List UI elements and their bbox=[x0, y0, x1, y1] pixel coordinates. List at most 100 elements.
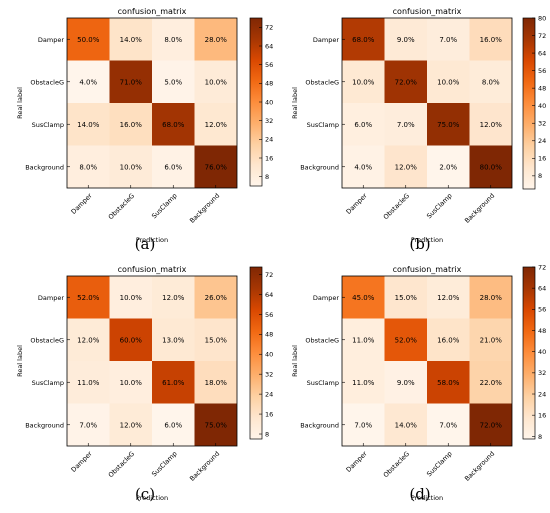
cell-value-label: 80.0% bbox=[480, 163, 503, 171]
colorbar-tick-label: 72 bbox=[265, 24, 273, 32]
heatmap-cell bbox=[469, 361, 512, 404]
cell-value-label: 71.0% bbox=[120, 78, 143, 86]
cell-value-label: 14.0% bbox=[77, 121, 100, 129]
cell-value-label: 52.0% bbox=[395, 336, 418, 344]
y-tick-label: Damper bbox=[313, 36, 339, 44]
heatmap-cell bbox=[152, 145, 195, 188]
cell-value-label: 12.0% bbox=[437, 294, 460, 302]
heatmap-cell bbox=[194, 145, 237, 188]
heatmap-cell bbox=[67, 403, 110, 446]
cell-value-label: 4.0% bbox=[79, 78, 97, 86]
heatmap-cell bbox=[152, 103, 195, 146]
cell-value-label: 12.0% bbox=[480, 121, 503, 129]
subfigure-caption: (d) bbox=[409, 485, 430, 503]
x-axis-label: Prediction bbox=[136, 236, 168, 244]
heatmap-cell bbox=[384, 60, 427, 103]
x-tick-label: Background bbox=[463, 450, 496, 483]
cell-value-label: 13.0% bbox=[162, 336, 185, 344]
plot-frame bbox=[341, 17, 513, 189]
heatmap-cell bbox=[194, 60, 237, 103]
cell-value-label: 26.0% bbox=[205, 294, 228, 302]
cell-value-label: 12.0% bbox=[205, 121, 228, 129]
heatmap-cell bbox=[67, 276, 110, 319]
cell-value-label: 10.0% bbox=[205, 78, 228, 86]
heatmap-cell bbox=[109, 361, 152, 404]
cell-value-label: 2.0% bbox=[439, 163, 457, 171]
heatmap-cell bbox=[152, 318, 195, 361]
cell-value-label: 11.0% bbox=[352, 379, 375, 387]
heatmap-cell bbox=[67, 145, 110, 188]
heatmap-cell bbox=[469, 103, 512, 146]
colorbar-tick-label: 8 bbox=[538, 172, 542, 180]
x-tick-label: Background bbox=[463, 192, 496, 225]
cell-value-label: 7.0% bbox=[354, 421, 372, 429]
x-tick-label: ObstacleG bbox=[107, 450, 136, 479]
colorbar-tick-label: 24 bbox=[538, 137, 546, 145]
colorbar-tick-label: 48 bbox=[265, 80, 273, 88]
cell-value-label: 6.0% bbox=[164, 421, 182, 429]
colorbar-tick-label: 8 bbox=[265, 173, 269, 181]
y-axis-label: Real label bbox=[291, 345, 299, 377]
plot-frame bbox=[66, 17, 238, 189]
cell-value-label: 11.0% bbox=[77, 379, 100, 387]
x-tick-label: ObstacleG bbox=[382, 450, 411, 479]
heatmap-cell bbox=[469, 60, 512, 103]
heatmap-cell bbox=[469, 403, 512, 446]
cell-value-label: 8.0% bbox=[164, 36, 182, 44]
heatmap-cell bbox=[109, 18, 152, 61]
cell-value-label: 72.0% bbox=[480, 421, 503, 429]
heatmap-cell bbox=[194, 361, 237, 404]
heatmap-cell bbox=[109, 276, 152, 319]
heatmap-cell bbox=[469, 18, 512, 61]
heatmap-cell bbox=[384, 403, 427, 446]
colorbar-tick-label: 8 bbox=[538, 433, 542, 441]
heatmap-cell bbox=[469, 276, 512, 319]
cell-value-label: 16.0% bbox=[437, 336, 460, 344]
colorbar-tick-label: 48 bbox=[265, 331, 273, 339]
heatmap-cell bbox=[109, 145, 152, 188]
cell-value-label: 15.0% bbox=[205, 336, 228, 344]
cell-value-label: 12.0% bbox=[77, 336, 100, 344]
plot-frame bbox=[341, 275, 513, 447]
cell-value-label: 9.0% bbox=[397, 379, 415, 387]
cell-value-label: 76.0% bbox=[205, 163, 228, 171]
x-tick-label: Damper bbox=[70, 192, 94, 216]
cell-value-label: 68.0% bbox=[162, 121, 185, 129]
y-tick-label: ObstacleG bbox=[30, 78, 64, 86]
heatmap-cell bbox=[194, 318, 237, 361]
confusion-matrix-panel-3: 52.0% 10.0% 12.0% 26.0% 12.0% 60.0% 13.0% 15.0%… bbox=[16, 265, 273, 503]
cell-value-label: 52.0% bbox=[77, 294, 100, 302]
heatmap-cell bbox=[152, 361, 195, 404]
cell-value-label: 15.0% bbox=[395, 294, 418, 302]
chart-title: confusion_matrix bbox=[393, 7, 462, 16]
cell-value-label: 28.0% bbox=[480, 294, 503, 302]
heatmap-cell bbox=[194, 403, 237, 446]
cell-value-label: 45.0% bbox=[352, 294, 375, 302]
heatmap-cell bbox=[384, 103, 427, 146]
x-tick-label: ObstacleG bbox=[382, 192, 411, 221]
cell-value-label: 7.0% bbox=[439, 421, 457, 429]
heatmap-cell bbox=[152, 403, 195, 446]
heatmap-cell bbox=[67, 103, 110, 146]
heatmap-cell bbox=[342, 361, 385, 404]
x-tick-label: ObstacleG bbox=[107, 192, 136, 221]
subfigure-caption: (c) bbox=[135, 485, 155, 503]
heatmap-cell bbox=[109, 60, 152, 103]
cell-value-label: 14.0% bbox=[120, 36, 143, 44]
y-tick-label: Background bbox=[25, 421, 64, 429]
heatmap-cell bbox=[384, 145, 427, 188]
heatmap-cell bbox=[342, 60, 385, 103]
heatmap-cell bbox=[67, 60, 110, 103]
y-tick-label: Background bbox=[300, 163, 339, 171]
heatmap-cell bbox=[427, 403, 470, 446]
y-tick-label: SusClamp bbox=[32, 121, 64, 129]
heatmap-cell bbox=[427, 145, 470, 188]
x-tick-label: Damper bbox=[345, 192, 369, 216]
cell-value-label: 12.0% bbox=[162, 294, 185, 302]
y-tick-label: SusClamp bbox=[307, 379, 339, 387]
cell-value-label: 16.0% bbox=[120, 121, 143, 129]
colorbar-tick-label: 72 bbox=[538, 263, 546, 271]
heatmap-cell bbox=[384, 276, 427, 319]
x-tick-label: Background bbox=[188, 450, 221, 483]
colorbar-tick-label: 56 bbox=[538, 306, 546, 314]
